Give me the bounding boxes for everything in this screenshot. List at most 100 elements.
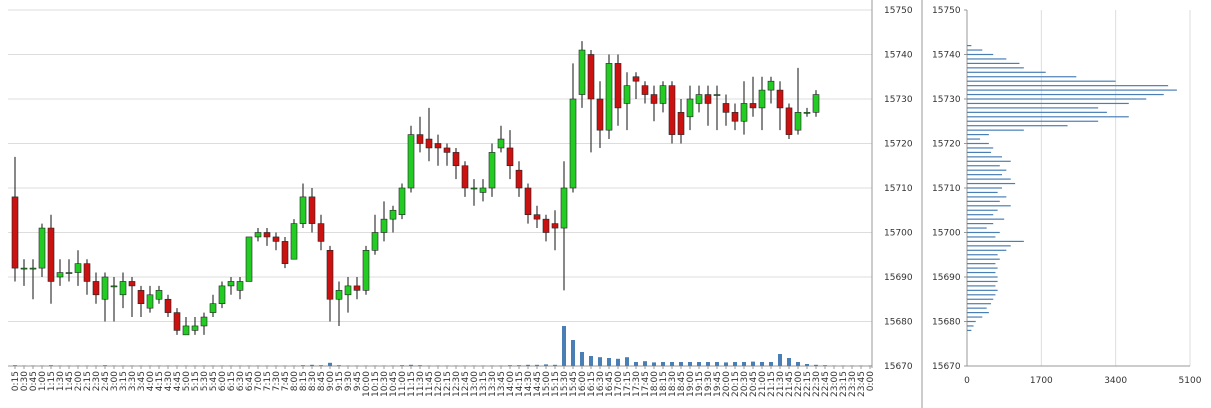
candle-body [695,94,703,104]
x-tick-label: 22:30 [812,371,822,397]
profile-bar [967,271,996,274]
volume-bar [643,361,647,366]
candle-body [749,103,757,109]
volume-bar [823,365,827,366]
x-tick-label: 7:45 [281,371,291,391]
candle-body [722,103,730,113]
volume-bar [103,365,107,366]
x-tick-label: 21:15 [767,371,777,397]
x-tick-label: 12:15 [443,371,453,397]
candle-body [74,263,82,273]
candle-body [461,165,469,189]
candle-body [605,63,613,131]
x-tick-label: 12:00 [434,371,444,397]
x-tick-label: 19:30 [704,371,714,397]
candle-body [56,272,64,278]
y-tick-label: 15710 [884,184,913,194]
x-tick-label: 21:30 [776,371,786,397]
y-tick-label: 15730 [884,95,913,105]
profile-bar [967,151,992,153]
x-tick-label: 6:00 [218,371,228,391]
x-tick-label: 20:45 [749,371,759,397]
y-tick-label: 15750 [884,6,913,16]
candle-body [551,223,559,229]
x-tick-label: 20:15 [731,371,741,397]
profile-bar [967,102,1129,105]
volume-bar [715,362,719,366]
volume-bar [742,362,746,366]
volume-bar [589,356,593,366]
profile-bar [967,156,1002,158]
profile-bar [967,62,1020,64]
volume-bar [697,362,701,366]
x-tick-label: 4:30 [164,371,174,391]
profile-bar [967,285,996,287]
candle-body [434,143,442,149]
candle-body [209,303,217,313]
y-tick-label: 15690 [884,273,913,283]
profile-bar [967,223,994,225]
volume-bar [706,362,710,366]
x-tick-label: 9:45 [353,371,363,391]
x-tick-label: 6:30 [236,371,246,391]
profile-bar [967,280,998,283]
profile-bar [967,111,1107,113]
y-tick-label: 15750 [932,6,961,16]
candle-body [317,223,325,242]
candle-body [119,281,127,296]
x-tick-label: 6:45 [245,371,255,391]
candle-body [164,298,172,313]
x-tick-label: 19:45 [713,371,723,397]
candle-body [281,241,289,264]
candle-body [245,236,253,282]
volume-bar [409,364,413,366]
candle-body [794,112,802,131]
profile-bar [967,254,998,256]
volume-bar [319,365,323,366]
volume-bar [652,362,656,366]
x-tick-label: 3400 [1104,376,1127,386]
x-tick-label: 14:45 [533,371,543,397]
profile-bar [967,89,1177,91]
x-tick-label: 14:15 [515,371,525,397]
volume-bar [49,365,53,366]
x-tick-label: 16:30 [596,371,606,397]
candle-body [677,112,685,135]
candle-body [560,187,568,229]
candle-body [425,138,433,149]
candle-body [83,263,91,282]
profile-bar [967,138,981,140]
x-tick-label: 11:45 [425,371,435,397]
candle-body [785,107,793,135]
volume-bar [544,364,548,366]
volume-bar [13,365,17,366]
x-tick-label: 8:00 [290,371,300,391]
x-tick-label: 3:30 [128,371,138,391]
x-tick-label: 2:30 [92,371,102,391]
profile-bar [967,120,1099,122]
candle-body [596,98,604,131]
x-tick-label: 5100 [1179,376,1202,386]
x-tick-label: 1700 [1030,376,1053,386]
candle-body [101,276,109,300]
candle-body [704,94,712,104]
x-tick-label: 12:30 [452,371,462,397]
x-tick-label: 3:15 [119,371,129,391]
profile-bar [967,231,1000,234]
candle-body [515,169,523,189]
x-tick-label: 2:45 [101,371,111,391]
profile-bar [967,303,992,305]
candle-body [272,236,280,242]
y-tick-label: 15720 [932,140,961,150]
x-tick-label: 13:45 [497,371,507,397]
candle-body [128,281,136,287]
candle-body [173,312,181,331]
x-tick-label: 17:45 [641,371,651,397]
x-tick-label: 2:00 [74,371,84,391]
candle-body [659,85,667,104]
candle-body [479,187,487,193]
volume-bar [580,352,584,366]
profile-bar [967,267,998,269]
volume-bar [553,364,557,366]
volume-bar [517,365,521,366]
